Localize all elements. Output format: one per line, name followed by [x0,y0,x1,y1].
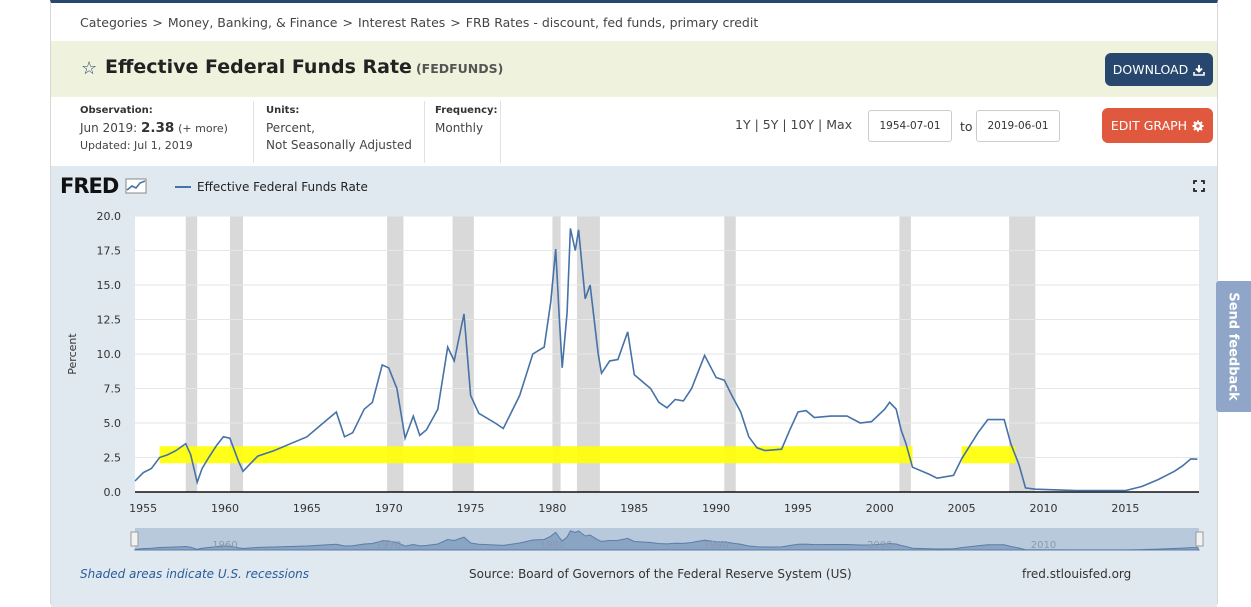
download-icon [1193,64,1206,76]
chart-area[interactable]: 0.0 2.5 5.0 7.5 10.0 12.5 15.0 17.5 20.0 1955 1960… [51,166,1217,607]
y-tick-label: 15.0 [97,279,122,292]
breadcrumb-link[interactable]: FRB Rates - discount, fed funds, primary… [465,15,759,30]
series-page: Categories > Money, Banking, & Finance > Int… [50,0,1218,607]
edit-graph-label: EDIT GRAPH [1110,118,1188,133]
x-tick-label: 2005 [948,502,976,515]
fullscreen-icon[interactable] [1193,180,1205,192]
updated-date: Updated: Jul 1, 2019 [80,139,193,152]
navigator-left-handle[interactable] [130,531,139,547]
observation-more-link[interactable]: (+ more) [178,122,228,135]
units-line2: Not Seasonally Adjusted [266,138,412,152]
breadcrumb-link[interactable]: Money, Banking, & Finance [167,15,338,30]
title-bar: ☆ Effective Federal Funds Rate (FEDFUNDS)… [51,41,1217,97]
breadcrumb-link[interactable]: Categories [80,15,148,30]
edit-graph-button[interactable]: EDIT GRAPH [1102,108,1213,143]
navigator-label: 2010 [1031,540,1056,551]
x-tick-label: 1995 [784,502,812,515]
x-tick-label: 1975 [457,502,485,515]
frequency-block: Frequency: Monthly [435,105,498,137]
x-tick-label: 2015 [1111,502,1139,515]
x-tick-label: 1985 [620,502,648,515]
recession-note: Shaded areas indicate U.S. recessions [80,567,310,581]
y-tick-label: 2.5 [104,452,122,465]
fred-logo-text: FRED [60,174,119,198]
send-feedback-button[interactable]: Send feedback [1216,281,1251,412]
y-tick-label: 5.0 [104,417,122,430]
navigator-label: 1960 [212,540,237,551]
start-date-input[interactable]: 1954-07-01 [868,110,952,142]
meta-divider [500,101,501,163]
x-tick-label: 1960 [211,502,239,515]
y-tick-label: 0.0 [104,486,122,499]
range-1y[interactable]: 1Y [735,117,751,132]
x-tick-label: 1990 [702,502,730,515]
to-label: to [960,119,973,134]
download-button[interactable]: DOWNLOAD [1105,53,1213,86]
range-selector: 1Y | 5Y | 10Y | Max [735,117,853,132]
range-5y[interactable]: 5Y [762,117,779,132]
frequency-value: Monthly [435,121,484,135]
breadcrumb: Categories > Money, Banking, & Finance > Int… [80,15,759,30]
series-title: Effective Federal Funds Rate [105,56,412,78]
send-feedback-label: Send feedback [1226,292,1242,401]
series-code: (FEDFUNDS) [415,61,504,76]
navigator-label: 1970 [376,540,401,551]
download-label: DOWNLOAD [1112,62,1189,77]
left-margin [0,0,50,604]
x-tick-label: 1955 [129,502,157,515]
navigator-label: 1980 [540,540,565,551]
legend-label: Effective Federal Funds Rate [197,180,368,194]
units-block: Units: Percent, Not Seasonally Adjusted [266,105,412,154]
y-tick-label: 20.0 [97,210,122,223]
x-tick-label: 1980 [538,502,566,515]
observation-date: Jun 2019: [80,121,138,135]
series-line [134,228,1198,492]
units-label: Units: [266,105,300,116]
range-max[interactable]: Max [826,117,853,132]
end-date-input[interactable]: 2019-06-01 [976,110,1060,142]
y-tick-label: 12.5 [97,314,122,327]
fred-chart-icon [125,178,147,194]
y-tick-label: 10.0 [97,348,122,361]
x-tick-label: 2000 [866,502,894,515]
x-tick-label: 2010 [1029,502,1057,515]
page-title: Effective Federal Funds Rate (FEDFUNDS) [105,56,503,78]
navigator-label: 2000 [867,540,892,551]
navigator-label: 1990 [703,540,728,551]
chart-legend: Effective Federal Funds Rate [175,180,368,194]
range-10y[interactable]: 10Y [790,117,815,132]
y-tick-label: 17.5 [97,245,122,258]
frequency-label: Frequency: [435,105,498,116]
meta-divider [253,101,254,163]
navigator-series [134,530,1200,551]
observation-block: Observation: Jun 2019: 2.38 (+ more) Upd… [80,105,228,154]
source-note: Source: Board of Governors of the Federa… [469,567,852,581]
star-icon[interactable]: ☆ [81,58,98,79]
gear-icon [1192,120,1204,131]
fred-logo: FRED [60,174,147,198]
site-link[interactable]: fred.stlouisfed.org [1022,567,1132,581]
breadcrumb-link[interactable]: Interest Rates [357,15,446,30]
y-axis-label: Percent [66,333,79,375]
y-tick-label: 7.5 [104,383,122,396]
graph-panel: FRED Effective Federal Funds Rate 0.0 2.5… [51,166,1217,607]
units-line1: Percent, [266,121,315,135]
observation-value: 2.38 [140,120,175,136]
x-tick-label: 1970 [375,502,403,515]
legend-swatch [175,186,191,188]
navigator-right-handle[interactable] [1195,531,1204,547]
observation-label: Observation: [80,105,153,116]
meta-divider [424,101,425,163]
x-tick-label: 1965 [293,502,321,515]
